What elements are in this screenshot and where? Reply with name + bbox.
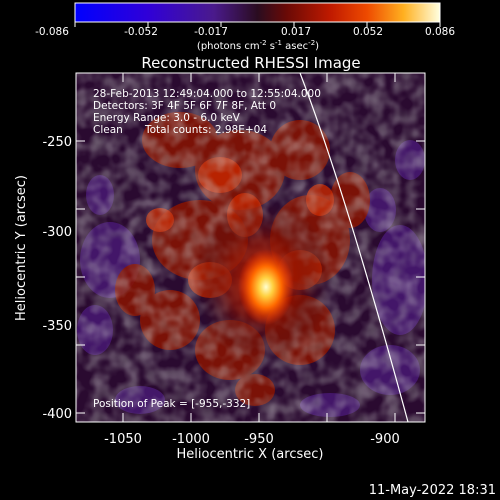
colorbar-units: (photons cm-2 s-1 asec-2) [197,39,319,52]
colorbar-tick-label: -0.052 [124,26,158,38]
color-bar: -0.086 -0.052 -0.017 0.017 0.052 0.086 (… [35,2,455,52]
info-peak-position: Position of Peak = [-955,-332] [93,398,250,410]
y-tick-label: -300 [42,225,72,240]
y-axis-label: Heliocentric Y (arcsec) [14,175,29,321]
x-tick-label: -900 [370,432,400,447]
source-core [238,249,294,325]
colorbar-tick-label: -0.086 [35,26,69,38]
colorbar-tick-label: 0.017 [281,26,311,38]
info-total-counts: Total counts: 2.98E+04 [144,124,267,136]
axis-ticks [76,73,425,422]
image-area [76,73,425,422]
x-axis-label: Heliocentric X (arcsec) [177,447,324,462]
colorbar-tick-label: -0.017 [194,26,228,38]
solar-limb [299,73,409,422]
info-energy-range: Energy Range: 3.0 - 6.0 keV [93,112,241,124]
y-tick-label: -350 [42,319,72,334]
color-bar-tick-marks [74,22,441,27]
colorbar-tick-label: 0.086 [425,26,455,38]
color-bar-gradient [74,2,441,23]
timestamp: 11-May-2022 18:31 [369,483,496,498]
info-detectors: Detectors: 3F 4F 5F 6F 7F 8F, Att 0 [93,100,276,112]
x-tick-label: -950 [244,432,274,447]
y-tick-label: -250 [42,135,72,150]
y-tick-label: -400 [42,407,72,422]
plot-frame [75,72,426,423]
plot-title: Reconstructed RHESSI Image [141,54,360,72]
x-tick-label: -1000 [172,432,210,447]
info-time-range: 28-Feb-2013 12:49:04.000 to 12:55:04.000 [93,88,321,100]
colorbar-tick-label: 0.052 [353,26,383,38]
info-method: Clean [93,124,123,136]
x-tick-label: -1050 [104,432,142,447]
